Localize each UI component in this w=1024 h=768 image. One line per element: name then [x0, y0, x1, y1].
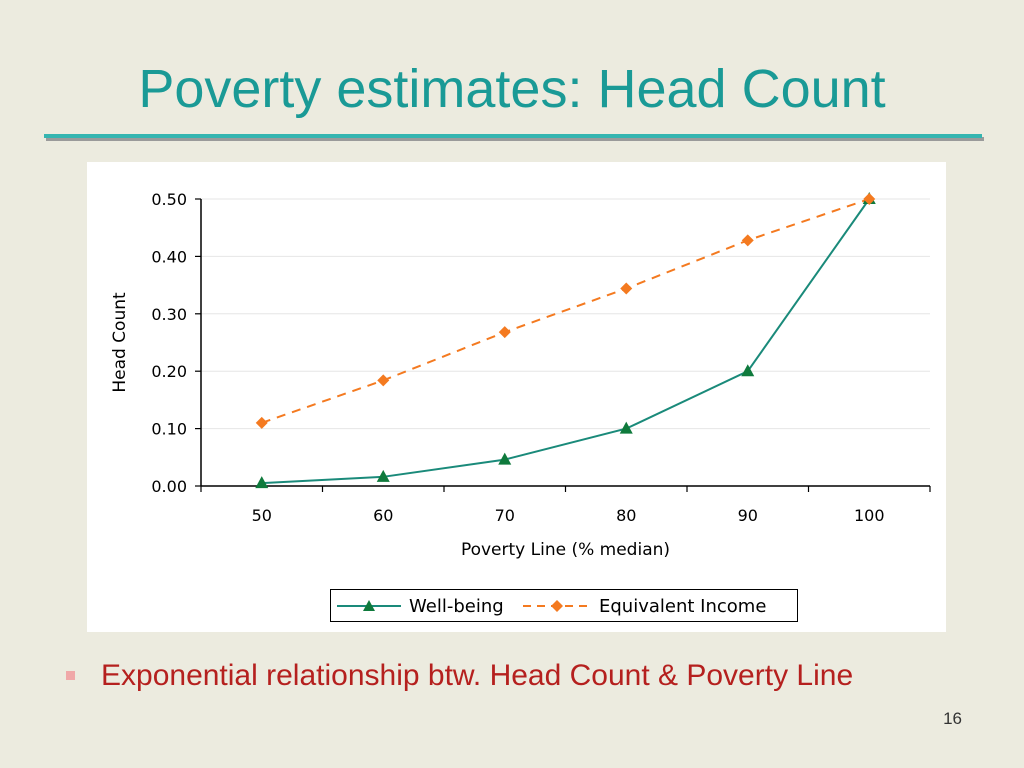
chart-legend: Well-being Equivalent Income [330, 589, 798, 622]
bullet-marker [66, 671, 75, 680]
data-point-equivalent-income [255, 416, 268, 429]
legend-swatches [337, 600, 593, 612]
bullet-text: Exponential relationship btw. Head Count… [101, 659, 854, 692]
y-tick-label: 0.40 [151, 247, 187, 266]
x-tick-label: 100 [854, 506, 885, 525]
slide-title: Poverty estimates: Head Count [138, 59, 886, 119]
data-point-equivalent-income [741, 234, 754, 247]
y-tick-label: 0.00 [151, 477, 187, 496]
data-point-well-being [741, 364, 755, 377]
data-point-well-being [498, 452, 512, 465]
data-point-equivalent-income [620, 282, 633, 295]
x-tick-label: 70 [495, 506, 515, 525]
y-tick-label: 0.50 [151, 190, 187, 209]
x-tick-label: 50 [252, 506, 272, 525]
x-tick-label: 60 [373, 506, 393, 525]
series-line-well-being [261, 198, 871, 485]
title-divider [44, 134, 982, 138]
y-tick-label: 0.20 [151, 362, 187, 381]
legend-marker-wellbeing [363, 600, 375, 611]
line-chart: 0.00 0.10 0.20 0.30 0.40 0.50 50 60 70 80 90 100 Pov… [110, 190, 931, 560]
legend-marker-equivalent-income [551, 600, 563, 612]
y-tick-label: 0.30 [151, 305, 187, 324]
data-point-equivalent-income [863, 193, 876, 205]
x-tick-label: 90 [738, 506, 758, 525]
page-number: 16 [943, 709, 962, 728]
data-point-well-being [255, 476, 269, 489]
y-axis-label: Head Count [110, 292, 130, 393]
chart-panel: 0.00 0.10 0.20 0.30 0.40 0.50 50 60 70 80 90 100 Pov… [87, 162, 946, 632]
y-tick-label: 0.10 [151, 420, 187, 439]
legend-label-wellbeing: Well-being [409, 596, 504, 617]
data-point-well-being [619, 421, 633, 434]
legend-label-equivalent-income: Equivalent Income [599, 596, 767, 617]
data-point-equivalent-income [498, 326, 511, 339]
x-axis-label: Poverty Line (% median) [461, 540, 670, 560]
data-point-equivalent-income [377, 374, 390, 387]
series-line-equivalent-income [261, 198, 870, 424]
x-tick-label: 80 [616, 506, 636, 525]
data-point-well-being [376, 469, 390, 482]
